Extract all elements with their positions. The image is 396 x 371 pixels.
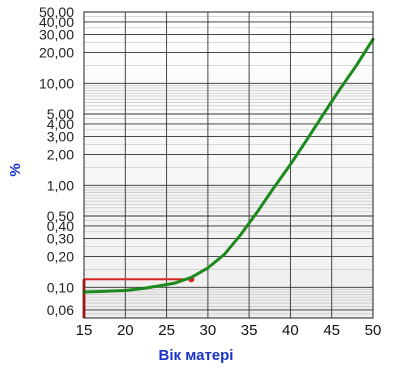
x-tick-label: 40 (282, 322, 299, 339)
y-tick-label: 50,00 (39, 4, 74, 20)
series-layer (82, 37, 375, 294)
x-tick-label: 45 (323, 322, 340, 339)
y-tick-label: 0,20 (47, 249, 74, 265)
x-axis-tick-labels: 15 20 25 30 35 40 45 50 (76, 322, 382, 339)
x-tick-label: 50 (365, 322, 382, 339)
y-tick-label: 0,06 (47, 302, 74, 318)
plot-background (84, 12, 373, 318)
series-line (82, 37, 375, 294)
x-axis-title: Вік матері (159, 347, 234, 364)
x-tick-label: 15 (76, 322, 93, 339)
y-tick-label: 20,00 (39, 45, 74, 61)
plot-frame (83, 11, 374, 319)
y-tick-label: 40,00 (39, 14, 74, 30)
y-tick-label: 30,00 (39, 27, 74, 43)
y-tick-label: 0,40 (47, 218, 74, 234)
y-tick-label: 5,00 (47, 106, 74, 122)
x-tick-label: 30 (200, 322, 217, 339)
y-tick-label: 2,00 (47, 147, 74, 163)
x-tick-label: 35 (241, 322, 258, 339)
y-tick-label: 4,00 (47, 116, 74, 132)
y-tick-label: 10,00 (39, 75, 74, 91)
y-tick-label: 1,00 (47, 177, 74, 193)
x-tick-label: 20 (117, 322, 134, 339)
y-tick-label: 0,30 (47, 231, 74, 247)
y-tick-label: 0,50 (47, 208, 74, 224)
y-axis-title: % (7, 163, 24, 176)
major-grid (83, 11, 374, 318)
x-tick-label: 25 (158, 322, 175, 339)
y-tick-label: 0,10 (47, 279, 74, 295)
y-tick-label: 3,00 (47, 129, 74, 145)
